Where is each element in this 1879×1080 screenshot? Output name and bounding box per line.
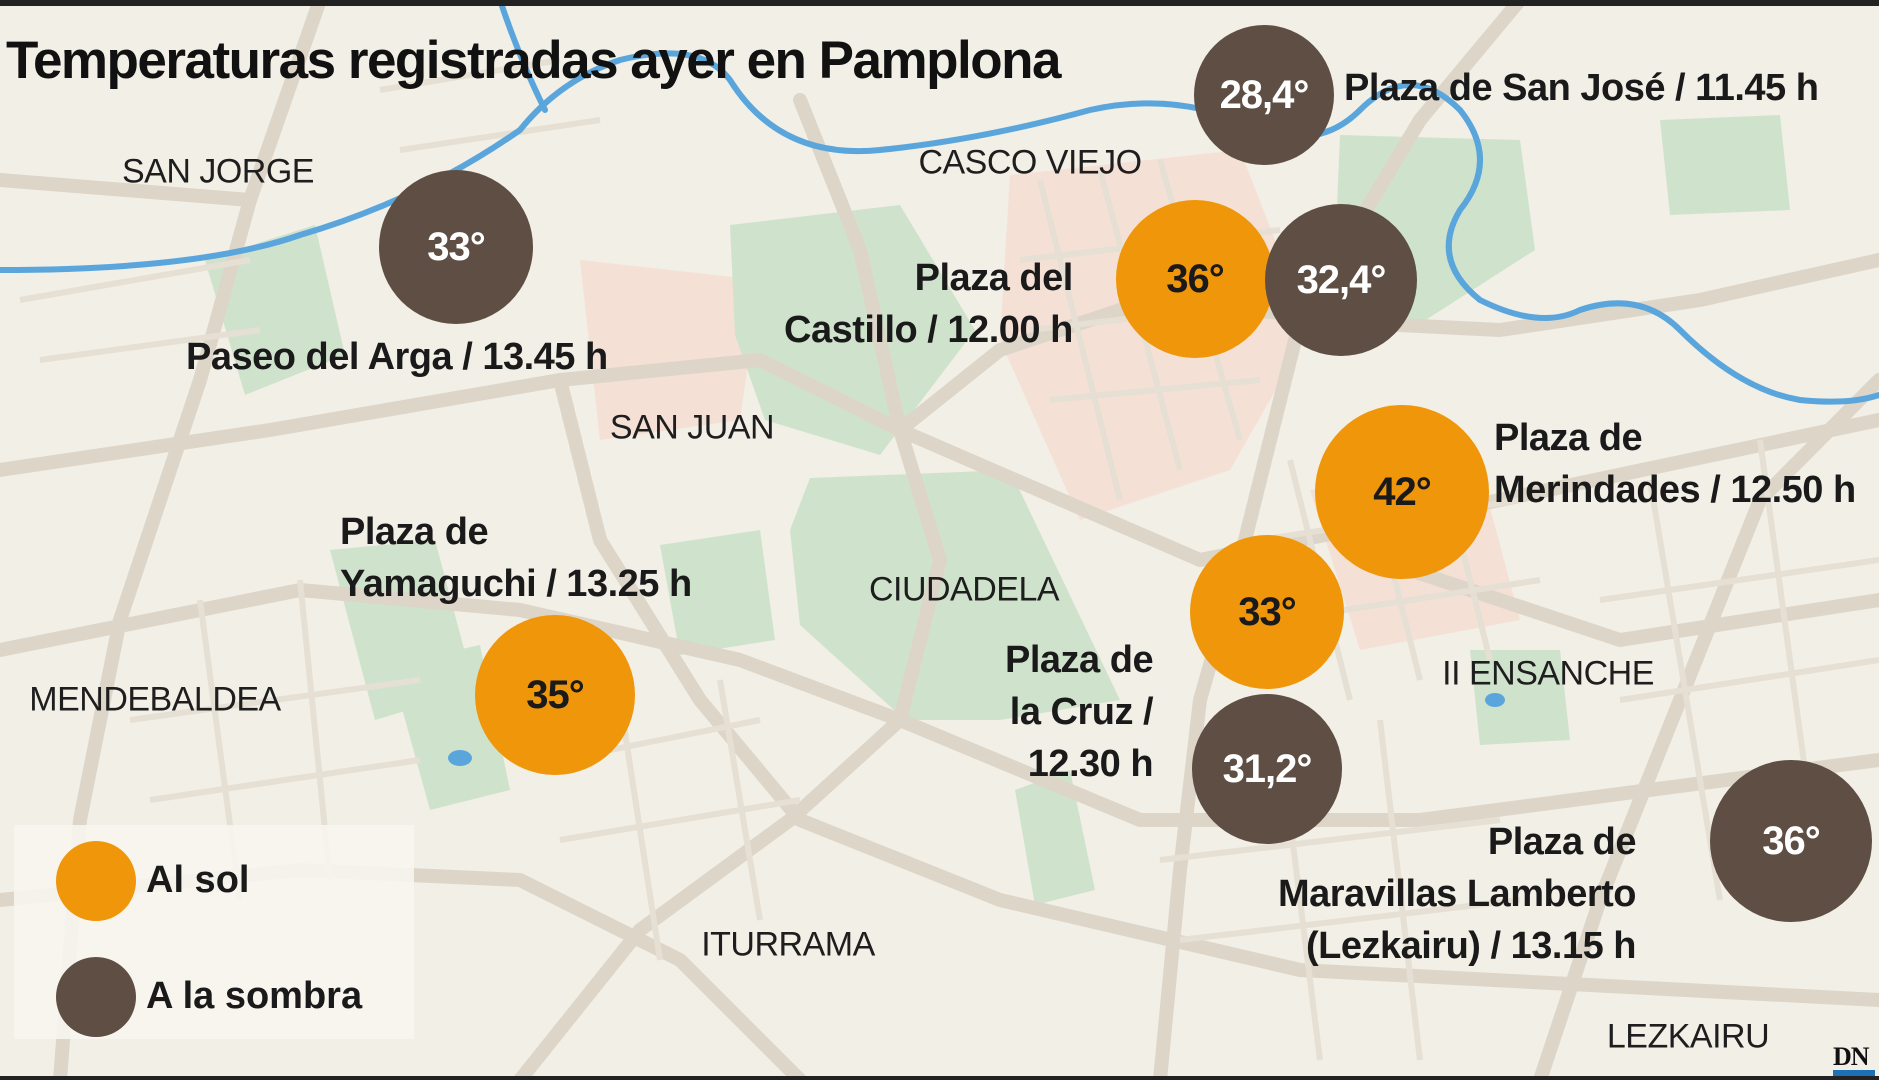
shade-temperature-bubble-maravillas: 36°	[1710, 760, 1872, 922]
location-label-line: Plaza de	[1005, 639, 1154, 681]
location-label-line: la Cruz /	[1009, 691, 1154, 733]
location-label-line: Paseo del Arga / 13.45 h	[186, 336, 608, 378]
shade-temperature-bubble-paseo-arga: 33°	[379, 170, 533, 324]
legend: Al sol A la sombra	[14, 825, 414, 1039]
sun-temperature-bubble-cruz: 33°	[1190, 535, 1344, 689]
location-label-line: Plaza del	[914, 257, 1074, 299]
location-label-plaza-yamaguchi: Plaza de Yamaguchi / 13.25 h	[340, 506, 692, 610]
location-label-line: Plaza de San José / 11.45 h	[1344, 67, 1819, 109]
location-label-plaza-san-jose: Plaza de San José / 11.45 h	[1344, 62, 1819, 114]
location-label-plaza-maravillas: Plaza de Maravillas Lamberto (Lezkairu) …	[1278, 816, 1636, 972]
top-rule	[0, 0, 1879, 6]
location-label-line: (Lezkairu) / 13.15 h	[1305, 925, 1637, 967]
location-label-plaza-cruz: Plaza de la Cruz / 12.30 h	[1005, 634, 1154, 790]
sun-temperature-bubble-merindades: 42°	[1315, 405, 1489, 579]
sun-temperature-bubble-castillo: 36°	[1116, 200, 1274, 358]
ciudadela-park	[790, 470, 1120, 720]
legend-sun-swatch	[56, 841, 136, 921]
district-label-casco-viejo: CASCO VIEJO	[918, 143, 1142, 182]
district-label-ii-ensanche: II ENSANCHE	[1442, 654, 1654, 693]
shade-temperature-bubble-cruz: 31,2°	[1192, 694, 1342, 844]
district-label-lezkairu: LEZKAIRU	[1606, 1017, 1770, 1056]
bottom-rule	[0, 1076, 1879, 1080]
district-label-san-jorge: SAN JORGE	[122, 152, 314, 191]
location-label-line: Plaza de	[340, 511, 489, 553]
location-label-line: Castillo / 12.00 h	[784, 309, 1073, 351]
shade-temperature-bubble-castillo: 32,4°	[1265, 204, 1417, 356]
location-label-line: Plaza de	[1494, 417, 1643, 459]
sun-temperature-bubble-yamaguchi: 35°	[475, 615, 635, 775]
district-label-san-juan: SAN JUAN	[609, 408, 775, 447]
location-label-line: Merindades / 12.50 h	[1494, 469, 1856, 511]
location-label-line: Yamaguchi / 13.25 h	[340, 563, 692, 605]
location-label-plaza-castillo: Plaza del Castillo / 12.00 h	[784, 252, 1073, 356]
taconera-park	[730, 205, 975, 455]
district-label-iturrama: ITURRAMA	[701, 925, 875, 964]
district-label-mendebaldea: MENDEBALDEA	[29, 680, 281, 719]
publisher-credit: DN	[1833, 1042, 1870, 1071]
location-label-line: Plaza de	[1487, 821, 1637, 863]
location-label-paseo-arga: Paseo del Arga / 13.45 h	[186, 331, 608, 383]
location-label-plaza-merindades: Plaza de Merindades / 12.50 h	[1494, 412, 1856, 516]
shade-temperature-bubble-san-jose: 28,4°	[1194, 25, 1334, 165]
legend-shade-label: A la sombra	[146, 975, 363, 1017]
location-label-line: 12.30 h	[1027, 743, 1154, 785]
legend-shade-swatch	[56, 957, 136, 1037]
publisher-credit-bar	[1833, 1070, 1875, 1076]
location-label-line: Maravillas Lamberto	[1278, 873, 1636, 915]
pond	[448, 693, 1505, 766]
legend-sun-label: Al sol	[146, 859, 250, 901]
map-title: Temperaturas registradas ayer en Pamplon…	[6, 31, 1061, 90]
district-label-ciudadela: CIUDADELA	[868, 570, 1060, 609]
